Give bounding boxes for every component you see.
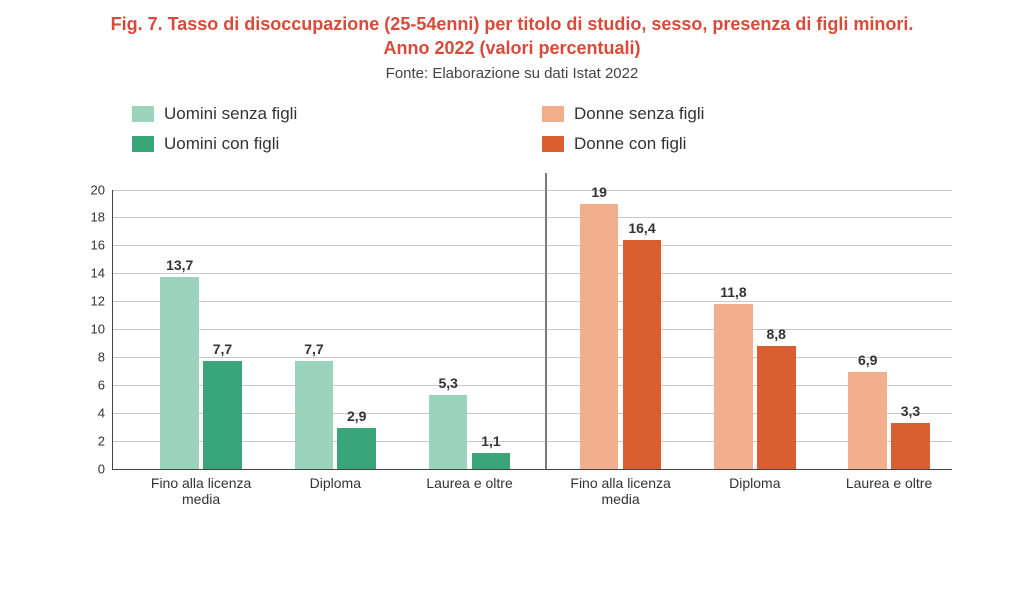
bar-value-label: 5,3 (438, 375, 457, 395)
x-category-label: Fino alla licenza media (556, 469, 686, 507)
bar-value-label: 19 (591, 184, 607, 204)
bar-uom_con: 7,7 (203, 361, 242, 468)
y-tick-label: 8 (98, 349, 113, 364)
x-category-label: Laurea e oltre (824, 469, 954, 491)
bar-value-label: 16,4 (628, 220, 655, 240)
figure-title-line1: Fig. 7. Tasso di disoccupazione (25-54en… (111, 14, 914, 34)
bar-value-label: 13,7 (166, 257, 193, 277)
bar-uom_senza: 7,7 (295, 361, 334, 468)
y-tick-label: 20 (91, 182, 113, 197)
x-category-label: Diploma (270, 469, 400, 491)
bar-value-label: 7,7 (213, 341, 232, 361)
legend-item-uom-senza: Uomini senza figli (132, 104, 482, 124)
gridline (113, 357, 952, 358)
chart-frame: 0246810121416182013,77,7Fino alla licenz… (62, 180, 962, 520)
gridline (113, 245, 952, 246)
legend-item-uom-con: Uomini con figli (132, 134, 482, 154)
y-tick-label: 0 (98, 461, 113, 476)
bar-value-label: 1,1 (481, 433, 500, 453)
figure-title: Fig. 7. Tasso di disoccupazione (25-54en… (72, 12, 952, 61)
bar-value-label: 6,9 (858, 352, 877, 372)
bar-uom_con: 1,1 (472, 453, 511, 468)
plot-area: 0246810121416182013,77,7Fino alla licenz… (112, 190, 952, 470)
bar-uom_con: 2,9 (337, 428, 376, 468)
bar-don_con: 3,3 (891, 423, 930, 469)
legend-item-don-con: Donne con figli (542, 134, 892, 154)
x-category-label: Diploma (690, 469, 820, 491)
figure-container: Fig. 7. Tasso di disoccupazione (25-54en… (0, 0, 1024, 608)
gridline (113, 301, 952, 302)
bar-value-label: 11,8 (720, 284, 746, 304)
bar-don_con: 8,8 (757, 346, 796, 469)
y-tick-label: 14 (91, 266, 113, 281)
bar-don_senza: 6,9 (848, 372, 887, 468)
gridline (113, 273, 952, 274)
legend-label-don-senza: Donne senza figli (574, 104, 704, 124)
legend-label-don-con: Donne con figli (574, 134, 686, 154)
legend-swatch-uom-con (132, 136, 154, 152)
legend-label-uom-senza: Uomini senza figli (164, 104, 297, 124)
y-tick-label: 2 (98, 433, 113, 448)
panel-divider (545, 173, 547, 469)
legend-swatch-don-senza (542, 106, 564, 122)
legend: Uomini senza figli Donne senza figli Uom… (132, 104, 892, 154)
legend-swatch-don-con (542, 136, 564, 152)
bar-value-label: 7,7 (304, 341, 323, 361)
bar-value-label: 8,8 (766, 326, 785, 346)
bar-don_senza: 11,8 (714, 304, 753, 469)
figure-source: Fonte: Elaborazione su dati Istat 2022 (28, 65, 996, 82)
legend-item-don-senza: Donne senza figli (542, 104, 892, 124)
bar-don_con: 16,4 (623, 240, 662, 469)
x-category-label: Fino alla licenza media (136, 469, 266, 507)
bar-don_senza: 19 (580, 204, 619, 469)
x-category-label: Laurea e oltre (405, 469, 535, 491)
legend-swatch-uom-senza (132, 106, 154, 122)
figure-title-line2: Anno 2022 (valori percentuali) (383, 38, 640, 58)
bar-value-label: 3,3 (901, 403, 920, 423)
gridline (113, 190, 952, 191)
y-tick-label: 12 (91, 294, 113, 309)
legend-label-uom-con: Uomini con figli (164, 134, 279, 154)
y-tick-label: 4 (98, 405, 113, 420)
bar-uom_senza: 13,7 (160, 277, 199, 468)
bar-uom_senza: 5,3 (429, 395, 468, 469)
y-tick-label: 6 (98, 377, 113, 392)
y-tick-label: 16 (91, 238, 113, 253)
gridline (113, 217, 952, 218)
gridline (113, 329, 952, 330)
bar-value-label: 2,9 (347, 408, 366, 428)
y-tick-label: 10 (91, 322, 113, 337)
y-tick-label: 18 (91, 210, 113, 225)
